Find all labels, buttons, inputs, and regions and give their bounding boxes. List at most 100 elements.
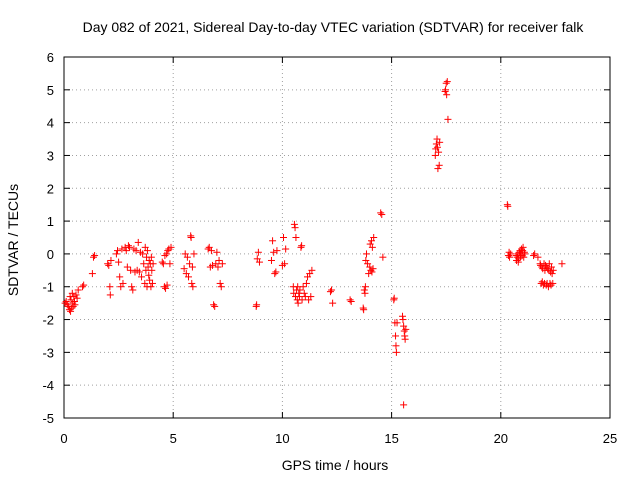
- data-point: [132, 247, 140, 255]
- data-point: [307, 293, 315, 301]
- data-point: [377, 209, 385, 217]
- data-point: [210, 301, 218, 309]
- data-point: [521, 250, 529, 258]
- data-point: [520, 253, 528, 261]
- data-point: [74, 286, 82, 294]
- data-point: [104, 260, 112, 268]
- data-point: [163, 281, 171, 289]
- data-point: [216, 279, 224, 287]
- data-point: [370, 234, 378, 241]
- data-point: [402, 325, 410, 333]
- data-point: [399, 316, 407, 324]
- data-point: [297, 243, 305, 251]
- data-point: [143, 247, 151, 255]
- data-point: [149, 260, 157, 268]
- chart-title: Day 082 of 2021, Sidereal Day-to-day VTE…: [83, 19, 585, 35]
- data-point: [158, 258, 166, 266]
- data-point: [188, 279, 196, 287]
- data-point: [134, 238, 142, 246]
- data-point: [218, 260, 226, 268]
- data-point: [362, 250, 370, 258]
- data-point: [166, 260, 174, 268]
- data-point: [390, 294, 398, 302]
- data-point: [123, 263, 131, 271]
- data-point: [401, 335, 409, 343]
- data-point: [329, 299, 337, 307]
- data-point: [435, 148, 443, 156]
- data-point: [217, 283, 225, 291]
- data-point: [161, 252, 169, 260]
- data-point: [148, 266, 156, 274]
- data-point: [119, 279, 127, 287]
- data-point: [67, 296, 75, 304]
- data-point: [369, 265, 377, 273]
- data-point: [126, 243, 134, 251]
- x-tick-label: 25: [603, 431, 617, 446]
- data-point: [167, 243, 175, 251]
- data-point: [547, 263, 555, 271]
- data-point: [432, 145, 440, 153]
- data-point: [435, 161, 443, 169]
- data-point: [139, 250, 147, 258]
- data-point: [188, 263, 196, 271]
- data-point: [71, 301, 79, 309]
- data-point: [122, 247, 130, 255]
- x-tick-labels: 0 5 10 15 20 25: [60, 431, 617, 446]
- data-point: [328, 286, 336, 294]
- data-point: [163, 250, 171, 258]
- data-point: [531, 250, 539, 258]
- y-tick-label: -2: [42, 313, 54, 328]
- data-point: [129, 286, 137, 294]
- data-point: [443, 78, 451, 86]
- data-point: [89, 253, 97, 261]
- data-point: [135, 268, 143, 276]
- data-point: [67, 307, 75, 315]
- x-tick-label: 10: [275, 431, 289, 446]
- data-point: [302, 279, 310, 287]
- data-point: [69, 302, 77, 310]
- data-point: [368, 243, 376, 251]
- data-point: [519, 243, 527, 251]
- data-point: [299, 283, 307, 291]
- data-point: [273, 247, 281, 255]
- data-point: [271, 270, 279, 278]
- data-point: [294, 299, 302, 307]
- data-point: [360, 306, 368, 314]
- data-point: [366, 263, 374, 271]
- x-tick-label: 15: [384, 431, 398, 446]
- data-point: [515, 255, 523, 263]
- data-point: [116, 273, 124, 281]
- data-point: [147, 253, 155, 261]
- data-point: [267, 256, 275, 264]
- data-point: [378, 211, 386, 219]
- data-point: [291, 224, 299, 232]
- y-tick-label: 5: [47, 83, 54, 98]
- data-point: [558, 260, 566, 268]
- data-point: [214, 263, 222, 271]
- data-point: [213, 248, 221, 256]
- data-point: [68, 304, 76, 312]
- data-point: [80, 281, 88, 289]
- data-point: [118, 245, 126, 253]
- data-point: [115, 258, 123, 266]
- data-point: [159, 260, 167, 268]
- data-point: [400, 401, 408, 409]
- data-point: [308, 266, 316, 274]
- data-point: [444, 115, 452, 123]
- data-point: [255, 258, 263, 266]
- data-point: [91, 252, 99, 260]
- data-point: [296, 286, 304, 294]
- x-tick-label: 0: [60, 431, 67, 446]
- x-tick-label: 20: [494, 431, 508, 446]
- data-point: [292, 234, 300, 241]
- y-tick-label: 4: [47, 116, 54, 131]
- y-tick-label: -4: [42, 378, 54, 393]
- data-point: [138, 273, 146, 281]
- y-tick-labels: -5 -4 -3 -2 -1 0 1 2 3 4 5 6: [42, 50, 54, 426]
- y-tick-label: 2: [47, 181, 54, 196]
- data-point: [270, 248, 278, 256]
- x-axis-label: GPS time / hours: [282, 457, 389, 473]
- data-point: [534, 253, 542, 261]
- data-point: [544, 265, 552, 273]
